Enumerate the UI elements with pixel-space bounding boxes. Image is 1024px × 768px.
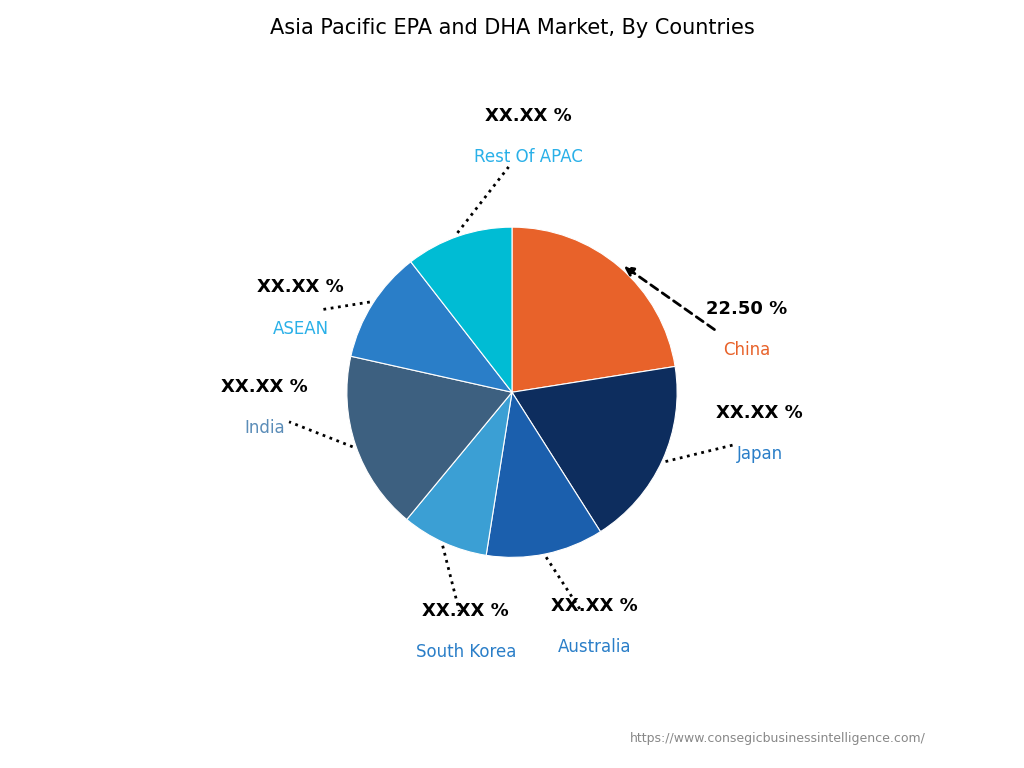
Wedge shape: [407, 392, 512, 555]
Text: XX.XX %: XX.XX %: [257, 279, 344, 296]
Text: Japan: Japan: [736, 445, 782, 463]
Text: https://www.consegicbusinessintelligence.com/: https://www.consegicbusinessintelligence…: [631, 732, 926, 745]
Text: India: India: [244, 419, 285, 437]
Text: XX.XX %: XX.XX %: [422, 602, 509, 620]
Wedge shape: [351, 262, 512, 392]
Text: XX.XX %: XX.XX %: [551, 598, 638, 615]
Title: Asia Pacific EPA and DHA Market, By Countries: Asia Pacific EPA and DHA Market, By Coun…: [269, 18, 755, 38]
Wedge shape: [411, 227, 512, 392]
Text: China: China: [723, 341, 770, 359]
Text: South Korea: South Korea: [416, 644, 516, 661]
Wedge shape: [486, 392, 600, 558]
Text: 22.50 %: 22.50 %: [706, 300, 787, 318]
Wedge shape: [512, 366, 677, 531]
Text: XX.XX %: XX.XX %: [221, 378, 307, 396]
Text: Rest Of APAC: Rest Of APAC: [474, 148, 583, 166]
Text: XX.XX %: XX.XX %: [717, 404, 803, 422]
Wedge shape: [512, 227, 675, 392]
Text: ASEAN: ASEAN: [272, 319, 329, 338]
Text: Australia: Australia: [558, 638, 632, 657]
Wedge shape: [347, 356, 512, 519]
Text: XX.XX %: XX.XX %: [485, 107, 571, 124]
